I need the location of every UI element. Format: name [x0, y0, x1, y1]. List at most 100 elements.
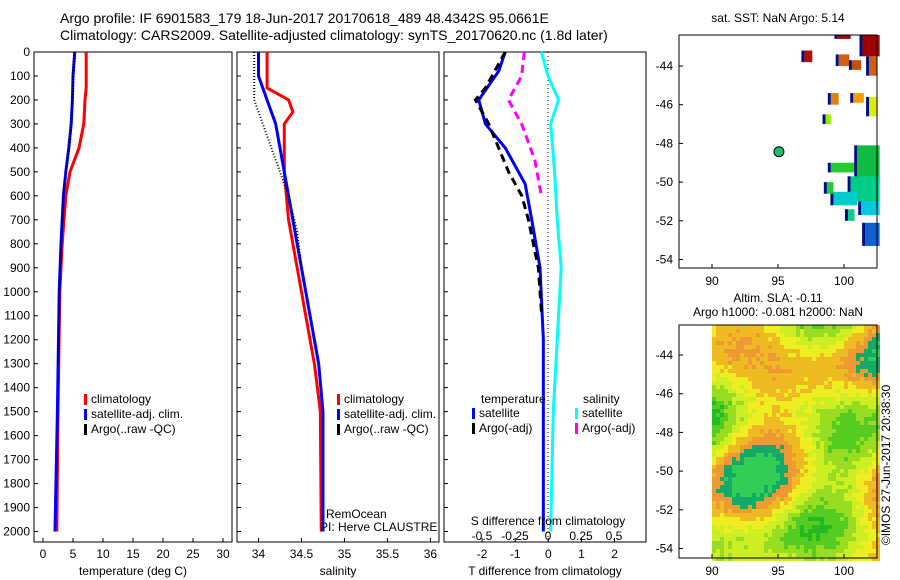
sla-cell — [760, 397, 764, 401]
sst-patch — [833, 191, 858, 206]
sla-cell — [872, 401, 876, 405]
sla-cell — [848, 485, 852, 489]
sla-cell — [712, 545, 716, 549]
sla-cell — [760, 325, 764, 329]
sla-cell — [724, 373, 728, 377]
sla-cell — [756, 509, 760, 513]
sla-cell — [848, 421, 852, 425]
sla-cell — [760, 349, 764, 353]
sla-cell — [812, 453, 816, 457]
sla-cell — [816, 349, 820, 353]
sla-cell — [796, 385, 800, 389]
sla-cell — [796, 421, 800, 425]
x-tick-label: 34.5 — [290, 547, 314, 561]
sla-cell — [744, 421, 748, 425]
sla-cell — [752, 553, 756, 557]
sla-cell — [856, 473, 860, 477]
sla-cell — [800, 373, 804, 377]
sla-cell — [744, 393, 748, 397]
y-tick-label: 800 — [10, 237, 30, 251]
sla-cell — [720, 501, 724, 505]
sla-cell — [816, 433, 820, 437]
sla-cell — [784, 493, 788, 497]
sla-cell — [828, 525, 832, 529]
sla-cell — [792, 337, 796, 341]
sla-cell — [876, 377, 880, 381]
sla-cell — [772, 393, 776, 397]
sla-cell — [852, 417, 856, 421]
sla-cell — [768, 521, 772, 525]
sla-cell — [780, 477, 784, 481]
sla-cell — [856, 413, 860, 417]
sla-cell — [740, 341, 744, 345]
sla-cell — [724, 433, 728, 437]
sla-cell — [748, 525, 752, 529]
sla-cell — [732, 345, 736, 349]
sla-cell — [744, 493, 748, 497]
sla-cell — [848, 397, 852, 401]
sla-cell — [812, 545, 816, 549]
sla-cell — [740, 525, 744, 529]
sla-cell — [872, 413, 876, 417]
sla-cell — [856, 453, 860, 457]
sla-cell — [868, 397, 872, 401]
sla-cell — [716, 501, 720, 505]
sla-cell — [760, 441, 764, 445]
sla-cell — [712, 357, 716, 361]
sal-legend-swatch — [337, 424, 340, 435]
sla-cell — [720, 545, 724, 549]
sla-cell — [864, 373, 868, 377]
sla-cell — [744, 345, 748, 349]
sla-cell — [800, 485, 804, 489]
sla-cell — [712, 425, 716, 429]
sla-cell — [832, 429, 836, 433]
sla-cell — [792, 509, 796, 513]
sla-cell — [776, 517, 780, 521]
sla-cell — [728, 425, 732, 429]
sla-cell — [712, 341, 716, 345]
sla-cell — [756, 361, 760, 365]
sla-cell — [844, 537, 848, 541]
sla-cell — [712, 441, 716, 445]
sla-cell — [780, 461, 784, 465]
sla-cell — [776, 409, 780, 413]
sla-cell — [828, 465, 832, 469]
sla-cell — [772, 389, 776, 393]
sla-cell — [796, 425, 800, 429]
sla-cell — [736, 457, 740, 461]
sla-cell — [828, 333, 832, 337]
sla-cell — [824, 453, 828, 457]
sla-cell — [860, 377, 864, 381]
sla-cell — [804, 441, 808, 445]
sla-cell — [804, 377, 808, 381]
sla-cell — [736, 505, 740, 509]
sla-cell — [752, 369, 756, 373]
sla-cell — [784, 429, 788, 433]
sla-cell — [768, 469, 772, 473]
sla-cell — [860, 365, 864, 369]
sla-cell — [724, 393, 728, 397]
sla-cell — [856, 381, 860, 385]
sla-cell — [856, 501, 860, 505]
sla-cell — [808, 425, 812, 429]
sla-cell — [748, 409, 752, 413]
sla-cell — [728, 369, 732, 373]
sla-cell — [724, 557, 728, 561]
sla-cell — [712, 413, 716, 417]
sla-cell — [824, 501, 828, 505]
sla-cell — [752, 401, 756, 405]
sla-cell — [720, 469, 724, 473]
y-tick-label: 400 — [10, 141, 30, 155]
sla-cell — [736, 441, 740, 445]
sla-cell — [872, 501, 876, 505]
sla-cell — [804, 521, 808, 525]
sla-cell — [828, 341, 832, 345]
sla-cell — [828, 473, 832, 477]
sla-cell — [716, 377, 720, 381]
sla-cell — [720, 505, 724, 509]
sla-cell — [816, 481, 820, 485]
sla-cell — [840, 449, 844, 453]
sla-cell — [712, 349, 716, 353]
sla-cell — [836, 405, 840, 409]
